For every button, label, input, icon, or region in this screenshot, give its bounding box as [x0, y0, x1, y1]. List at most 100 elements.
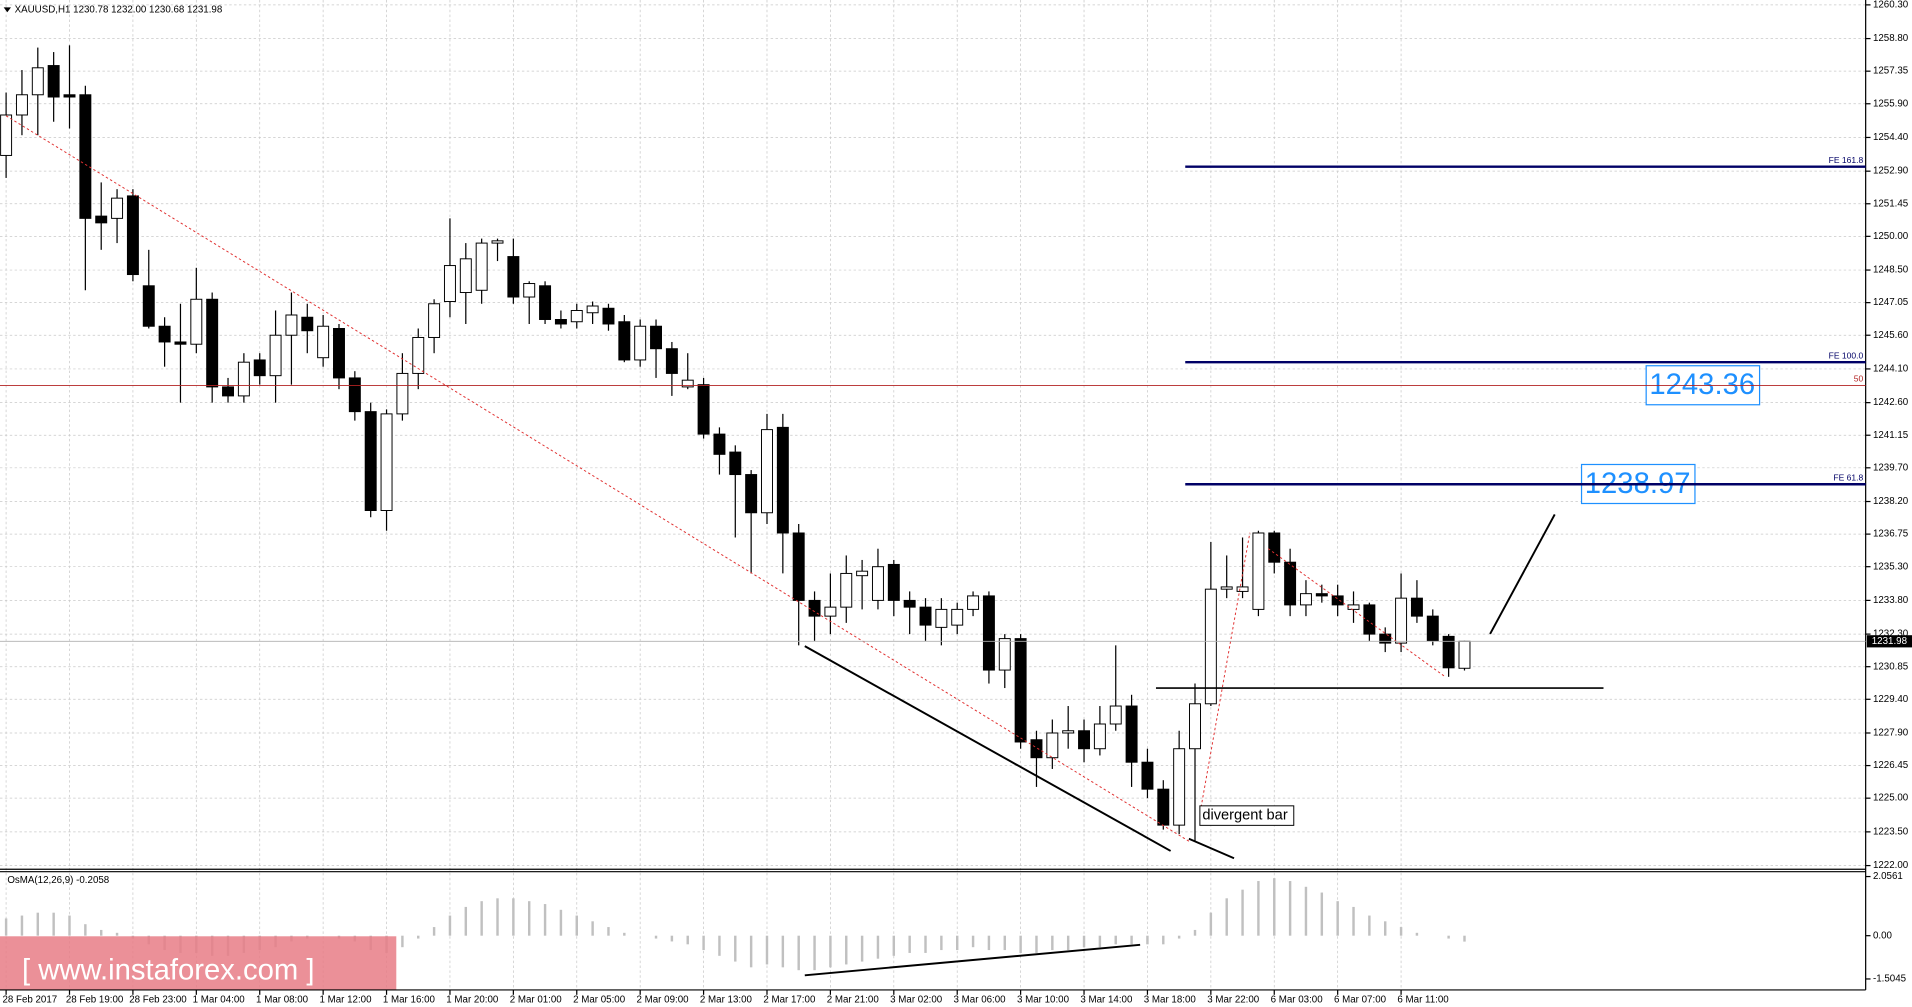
level-label: FE 100.0	[1829, 350, 1864, 360]
y-tick-label: 1230.85	[1873, 661, 1909, 672]
x-tick-label: 6 Mar 03:00	[1271, 994, 1324, 1005]
indicator-title: OsMA(12,26,9) -0.2058	[7, 875, 109, 886]
candle-body	[333, 327, 345, 379]
annotation: divergent bar	[1202, 807, 1288, 823]
candle-body	[174, 341, 187, 345]
indicator-tick-label: -1.5045	[1873, 974, 1907, 985]
candle-body	[1347, 604, 1360, 610]
candle-body	[1141, 761, 1154, 790]
candle-body	[1062, 730, 1075, 734]
candle-body	[998, 638, 1011, 671]
candle-body	[1109, 705, 1122, 725]
candle-body	[317, 325, 330, 359]
candle-body	[1173, 748, 1186, 826]
candle-body	[681, 379, 694, 388]
y-tick-label: 1241.15	[1873, 430, 1909, 441]
x-tick-label: 1 Mar 12:00	[319, 994, 372, 1005]
x-tick-label: 3 Mar 14:00	[1080, 994, 1133, 1005]
candle-body	[269, 334, 282, 377]
candle-body	[634, 325, 647, 361]
y-tick-label: 1236.75	[1873, 529, 1909, 540]
candle-body	[15, 94, 28, 116]
candle-body	[428, 303, 441, 338]
candle-body	[190, 298, 203, 345]
candle-body	[951, 608, 964, 626]
x-tick-label: 6 Mar 07:00	[1334, 994, 1387, 1005]
candle-body	[443, 265, 456, 303]
x-tick-label: 2 Mar 01:00	[510, 994, 563, 1005]
candle-body	[31, 67, 44, 96]
candle-body	[919, 606, 932, 626]
candle-body	[570, 310, 583, 323]
candle-body	[1426, 615, 1439, 642]
y-tick-label: 1225.00	[1873, 793, 1909, 804]
candle-body	[840, 572, 853, 608]
candle-body	[158, 325, 171, 343]
candle-body	[982, 595, 995, 671]
candle-body	[1125, 705, 1138, 763]
indicator-tick-label: 0.00	[1873, 930, 1893, 941]
y-tick-label: 1239.70	[1873, 462, 1909, 473]
candle-body	[475, 242, 488, 291]
y-tick-label: 1244.10	[1873, 364, 1909, 375]
candle-body	[222, 386, 235, 397]
y-tick-label: 1258.80	[1873, 33, 1909, 44]
candle-body	[729, 451, 742, 476]
y-tick-label: 1251.45	[1873, 198, 1909, 209]
projection-line	[1489, 514, 1556, 635]
level-label: FE 161.8	[1829, 155, 1864, 165]
candle-body	[364, 411, 377, 512]
candle-body	[285, 314, 298, 336]
candle-body	[1395, 597, 1408, 644]
drawings	[5, 115, 1556, 977]
candle-body	[967, 595, 980, 610]
y-tick-label: 1252.90	[1873, 166, 1909, 177]
x-tick-label: 28 Feb 19:00	[66, 994, 124, 1005]
y-tick-label: 1254.40	[1873, 132, 1909, 143]
x-tick-label: 3 Mar 02:00	[890, 994, 943, 1005]
y-tick-label: 1223.50	[1873, 826, 1909, 837]
candle-body	[824, 606, 837, 617]
trend-line	[1188, 837, 1235, 860]
watermark-box	[0, 936, 397, 990]
candle-body	[1363, 604, 1376, 635]
x-tick-label: 2 Mar 21:00	[827, 994, 880, 1005]
current-price-label: 1231.98	[1872, 636, 1907, 647]
candle-body	[412, 336, 425, 374]
trend-line	[804, 645, 1172, 852]
candle-body	[47, 65, 60, 98]
candle-body	[63, 94, 76, 98]
candle-body	[1220, 586, 1233, 590]
candle-body	[650, 325, 663, 350]
y-tick-label: 1257.35	[1873, 66, 1909, 77]
candle-body	[491, 240, 504, 244]
candle-body	[697, 384, 710, 435]
y-tick-label: 1235.30	[1873, 561, 1909, 572]
indicator-trend-line	[804, 943, 1141, 977]
x-tick-label: 3 Mar 22:00	[1207, 994, 1260, 1005]
candle-body	[618, 321, 631, 361]
candle-body	[507, 256, 520, 298]
x-tick-label: 1 Mar 16:00	[383, 994, 436, 1005]
x-tick-label: 3 Mar 06:00	[954, 994, 1007, 1005]
candle-body	[1189, 703, 1201, 750]
x-tick-label: 28 Feb 2017	[2, 994, 57, 1005]
y-tick-label: 1226.45	[1873, 760, 1909, 771]
watermark: [ www.instaforex.com ]	[22, 954, 315, 986]
candle-body	[1299, 593, 1312, 606]
trend-line	[5, 115, 1190, 842]
candle-body	[1252, 532, 1265, 610]
candle-body	[713, 433, 726, 455]
x-tick-label: 1 Mar 20:00	[446, 994, 499, 1005]
annotation-box	[1199, 805, 1295, 826]
candle-body	[1204, 588, 1217, 705]
x-tick-label: 2 Mar 17:00	[763, 994, 816, 1005]
title-arrow	[3, 7, 11, 13]
indicator-tick-label: 2.0561	[1873, 871, 1903, 882]
candle-body	[935, 608, 948, 628]
y-tick-label: 1227.90	[1873, 728, 1909, 739]
frame	[0, 0, 1867, 991]
candle-body	[348, 377, 361, 413]
